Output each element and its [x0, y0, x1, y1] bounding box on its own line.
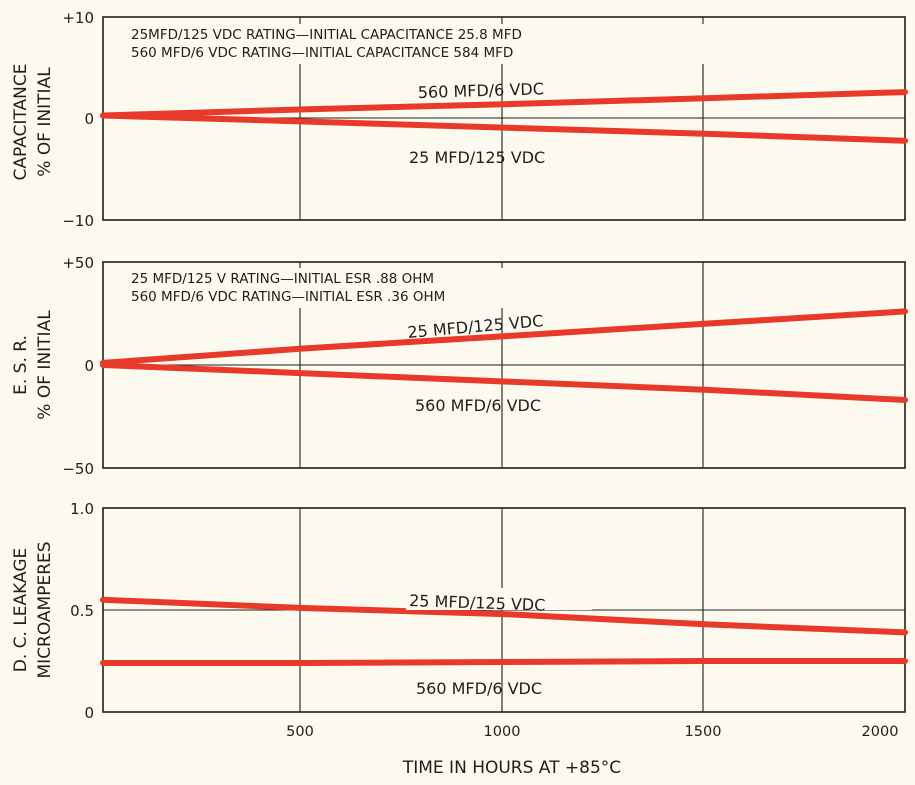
series-group — [100, 89, 908, 144]
y-tick-label: −50 — [62, 460, 94, 478]
series-group — [100, 308, 908, 403]
y-tick-label: +10 — [62, 9, 94, 27]
panel-capacitance: +10 0 −10 CAPACITANCE % OF INITIAL 25MFD… — [11, 9, 908, 230]
annotation: 560 MFD/6 VDC RATING—INITIAL CAPACITANCE… — [131, 45, 513, 61]
x-axis-label: TIME IN HOURS AT +85°C — [402, 758, 621, 778]
series-line — [100, 596, 908, 636]
series-line — [100, 362, 908, 403]
series-label: 560 MFD/6 VDC — [418, 79, 545, 102]
y-axis-label: D. C. LEAKAGE — [11, 548, 31, 673]
series-label: 560 MFD/6 VDC — [416, 679, 542, 698]
y-tick-label: 0 — [84, 357, 94, 375]
y-axis-label: MICROAMPERES — [35, 541, 55, 678]
series-line — [100, 89, 908, 119]
series-line — [100, 112, 908, 144]
panel-dc-leakage: 1.0 0.5 0 D. C. LEAKAGE MICROAMPERES 25 … — [11, 500, 908, 778]
series-line — [100, 308, 908, 366]
series-label: 25 MFD/125 VDC — [409, 148, 545, 167]
x-tick-label: 2000 — [862, 724, 899, 740]
annotation: 560 MFD/6 VDC RATING—INITIAL ESR .36 OHM — [131, 289, 445, 305]
y-tick-label: 0 — [84, 110, 94, 128]
y-axis-label: % OF INITIAL — [35, 310, 55, 420]
series-line — [100, 658, 908, 666]
y-tick-label: −10 — [62, 212, 94, 230]
y-axis-label: CAPACITANCE — [11, 64, 31, 181]
y-tick-label: 0 — [84, 704, 94, 722]
series-group — [100, 596, 908, 666]
x-tick-label: 1500 — [685, 724, 722, 740]
x-tick-label: 500 — [286, 724, 314, 740]
annotation: 25 MFD/125 V RATING—INITIAL ESR .88 OHM — [131, 271, 434, 287]
annotation: 25MFD/125 VDC RATING—INITIAL CAPACITANCE… — [131, 27, 522, 43]
y-tick-label: 1.0 — [70, 500, 94, 518]
series-label: 25 MFD/125 VDC — [409, 591, 546, 615]
y-axis-label: % OF INITIAL — [35, 67, 55, 177]
panel-esr: +50 0 −50 E. S. R. % OF INITIAL 25 MFD/1… — [11, 254, 908, 478]
y-tick-label: +50 — [62, 254, 94, 272]
y-tick-label: 0.5 — [70, 602, 94, 620]
series-label: 560 MFD/6 VDC — [415, 396, 541, 415]
x-tick-label: 1000 — [484, 724, 521, 740]
y-axis-label: E. S. R. — [11, 335, 31, 395]
